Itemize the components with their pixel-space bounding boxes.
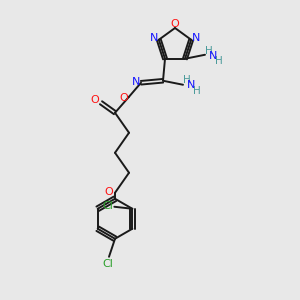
Text: N: N [150, 33, 158, 43]
Text: N: N [132, 77, 140, 87]
Text: O: O [120, 93, 128, 103]
Text: Cl: Cl [103, 259, 113, 269]
Text: O: O [105, 187, 113, 197]
Text: N: N [187, 80, 195, 90]
Text: N: N [192, 33, 200, 43]
Text: N: N [209, 51, 217, 61]
Text: H: H [183, 75, 191, 85]
Text: O: O [91, 95, 99, 105]
Text: O: O [171, 19, 179, 29]
Text: H: H [193, 86, 201, 96]
Text: H: H [205, 46, 213, 56]
Text: Cl: Cl [102, 201, 113, 211]
Text: H: H [215, 56, 223, 66]
